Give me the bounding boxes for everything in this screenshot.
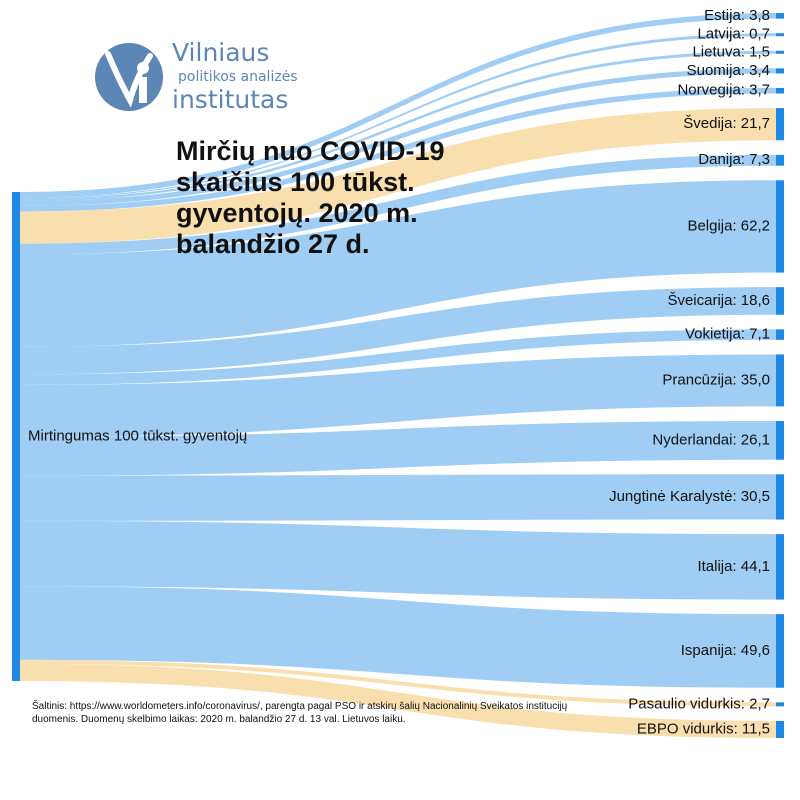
node-bar-jungtine-karalyste	[776, 474, 784, 520]
flow-ispanija	[20, 586, 776, 688]
node-label-svedija: Švedija: 21,7	[683, 115, 770, 132]
flow-svedija	[20, 108, 776, 244]
source-note: Šaltinis: https://www.worldometers.info/…	[32, 701, 568, 725]
node-bar-ispanija	[776, 614, 784, 688]
node-bar-belgija	[776, 180, 784, 273]
chart-title: Mirčių nuo COVID-19 skaičius 100 tūkst. …	[176, 136, 445, 259]
flow-sveicarija	[20, 287, 776, 375]
node-bar-norvegija	[776, 88, 784, 94]
node-label-sveicarija: Šveicarija: 18,6	[667, 292, 770, 309]
node-bar-nyderlandai	[776, 420, 784, 460]
target-node-bars	[776, 13, 784, 738]
node-bar-estija	[776, 13, 784, 19]
node-bar-lietuva	[776, 50, 784, 54]
flow-belgija	[20, 180, 776, 347]
node-bar-ebpo-vidurkis	[776, 720, 784, 738]
flow-suomija	[20, 68, 776, 206]
source-node-label: Mirtingumas 100 tūkst. gyventojų	[28, 427, 247, 444]
vilnius-institute-logo: Vilniaus politikos analizės institutas	[94, 38, 324, 118]
node-label-belgija: Belgija: 62,2	[687, 217, 770, 234]
node-label-vokietija: Vokietija: 7,1	[685, 326, 770, 343]
flow-estija	[20, 13, 776, 198]
node-label-italija: Italija: 44,1	[697, 558, 770, 575]
flow-danija	[20, 154, 776, 255]
flow-pasaulio-vidurkis	[20, 659, 776, 707]
node-label-ispanija: Ispanija: 49,6	[681, 642, 770, 659]
node-label-norvegija: Norvegija: 3,7	[677, 82, 770, 99]
flow-nyderlandai	[20, 420, 776, 476]
flow-norvegija	[20, 88, 776, 212]
node-bar-suomija	[776, 68, 784, 74]
flow-links	[20, 13, 776, 738]
flow-jungtine-karalyste	[20, 474, 776, 521]
node-bar-sveicarija	[776, 287, 784, 315]
node-label-prancuzija: Prancūzija: 35,0	[662, 371, 770, 388]
node-label-estija: Estija: 3,8	[704, 7, 770, 24]
institute-emblem-icon	[95, 43, 163, 111]
node-bar-italija	[776, 534, 784, 600]
node-bar-danija	[776, 154, 784, 166]
node-label-suomija: Suomija: 3,4	[687, 62, 770, 79]
node-label-pasaulio-vidurkis: Pasaulio vidurkis: 2,7	[628, 695, 770, 712]
node-bar-prancuzija	[776, 354, 784, 407]
node-label-lietuva: Lietuva: 1,5	[692, 43, 770, 60]
flow-latvija	[20, 33, 776, 199]
logo-line-2: politikos analizės	[178, 69, 298, 85]
node-label-jungtine-karalyste: Jungtinė Karalystė: 30,5	[609, 488, 770, 505]
node-bar-latvija	[776, 33, 784, 37]
logo-line-1: Vilniaus	[172, 38, 270, 67]
node-bar-svedija	[776, 108, 784, 141]
node-label-nyderlandai: Nyderlandai: 26,1	[652, 431, 770, 448]
flow-lietuva	[20, 50, 776, 201]
flow-ebpo-vidurkis	[20, 663, 776, 738]
node-bar-vokietija	[776, 329, 784, 340]
flow-italija	[20, 520, 776, 600]
node-label-danija: Danija: 7,3	[698, 151, 770, 168]
flow-prancuzija	[20, 354, 776, 437]
logo-line-3: institutas	[172, 85, 289, 114]
node-bar-pasaulio-vidurkis	[776, 702, 784, 707]
flow-vokietija	[20, 329, 776, 385]
node-label-latvija: Latvija: 0,7	[697, 26, 770, 43]
node-label-ebpo-vidurkis: EBPO vidurkis: 11,5	[637, 720, 770, 737]
source-node-bar	[12, 192, 20, 681]
